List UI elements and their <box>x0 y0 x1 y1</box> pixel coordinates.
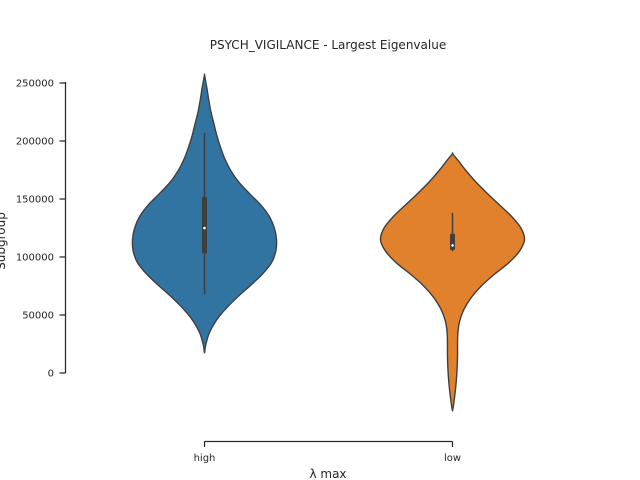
violin-low <box>379 152 526 412</box>
y-axis-label: Subgroup <box>0 212 8 270</box>
y-axis: 0 50000 100000 150000 200000 250000 <box>16 79 67 380</box>
x-axis-label: λ max <box>309 467 346 480</box>
y-tick-label: 100000 <box>16 253 54 264</box>
y-tick-label: 200000 <box>16 137 54 148</box>
y-tick-label: 50000 <box>22 311 54 322</box>
y-tick-label: 150000 <box>16 195 54 206</box>
median-marker-low <box>451 244 454 247</box>
x-axis: high low <box>194 440 461 464</box>
median-marker-high <box>203 226 206 230</box>
iqr-box-high <box>202 196 207 254</box>
iqr-box-low <box>450 233 455 251</box>
y-tick-label: 250000 <box>16 79 54 90</box>
plot-area <box>131 73 526 412</box>
x-tick-label-high: high <box>194 453 216 464</box>
chart-title: PSYCH_VIGILANCE - Largest Eigenvalue <box>210 38 446 52</box>
x-tick-label-low: low <box>444 453 461 464</box>
y-tick-label: 0 <box>48 369 54 380</box>
